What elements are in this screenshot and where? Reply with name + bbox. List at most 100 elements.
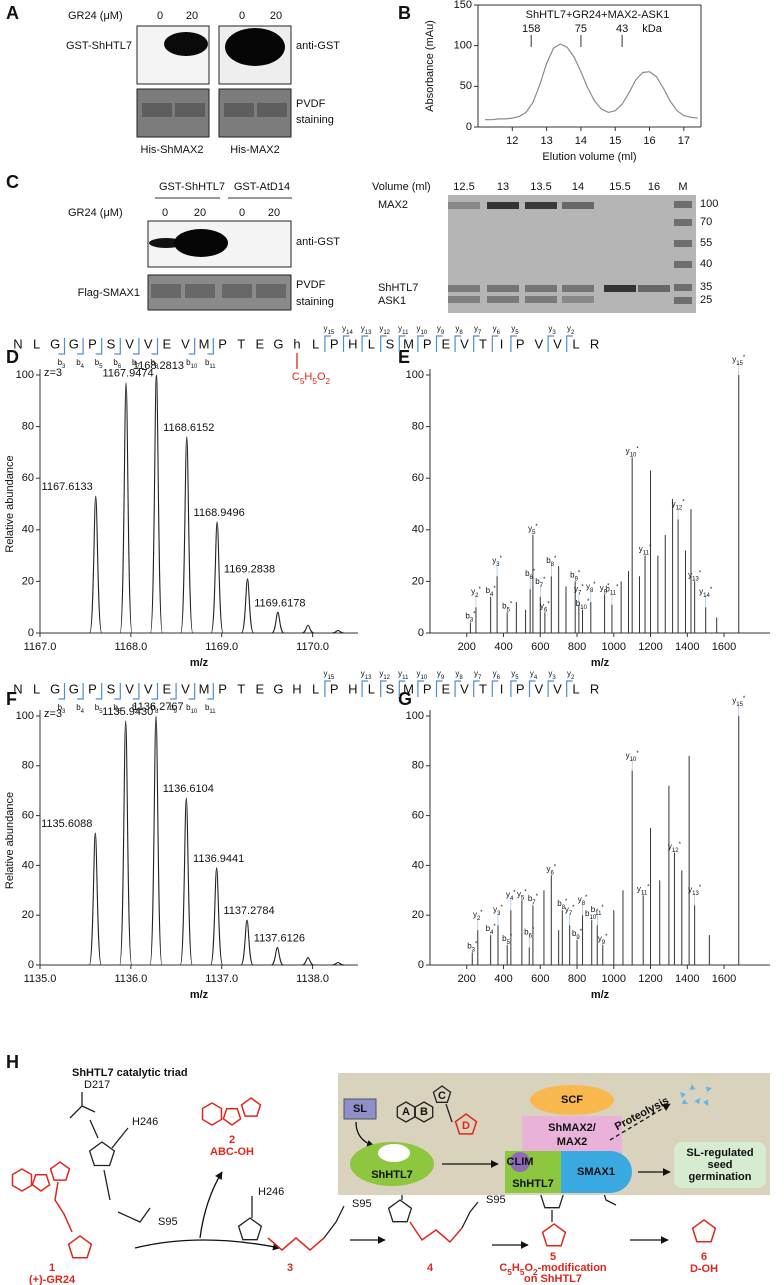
dose-label: 0 — [157, 10, 163, 22]
fragment-label: b9* — [572, 929, 583, 941]
fragment-label: b8* — [557, 899, 568, 911]
y-ion-label: y7 — [474, 324, 482, 335]
stain-label: staining — [296, 114, 334, 126]
y-tick-label: 100 — [16, 369, 34, 381]
peak-label: 1135.9430 — [102, 706, 153, 718]
isotope-peak — [210, 867, 224, 966]
fragment-label: y11* — [637, 884, 650, 896]
residue: L — [368, 681, 375, 696]
b-ion-label: b4 — [76, 358, 84, 369]
lane-label: 13.5 — [530, 181, 551, 193]
residue: L — [572, 681, 579, 696]
signal-box — [343, 1098, 377, 1120]
f-box-label: MAX2 — [557, 1136, 588, 1148]
compound-number: 6 — [701, 1251, 707, 1263]
gel-band — [562, 285, 594, 292]
fragment-label: b11* — [591, 905, 605, 917]
stain-band — [151, 284, 181, 298]
x-tick-label: 1168.0 — [114, 641, 147, 653]
ring-label: C — [438, 1090, 446, 1102]
compound-name: (+)-GR24 — [29, 1274, 76, 1285]
peak-label: 1168.9496 — [194, 507, 245, 519]
residue: L — [572, 336, 579, 351]
fragment-label: y14* — [699, 587, 713, 599]
gel-band — [525, 296, 557, 303]
residue-label: S95 — [158, 1216, 178, 1228]
modification-label: C5H5O2 — [292, 371, 331, 386]
y-ion-bracket — [547, 335, 555, 352]
y-tick-label: 20 — [412, 575, 424, 587]
blot-signal — [174, 229, 228, 257]
y-ion-label: y9 — [437, 669, 445, 680]
residue: G — [50, 336, 60, 351]
residue: P — [423, 681, 432, 696]
ring — [67, 1235, 93, 1259]
b-ion-bracket — [114, 338, 121, 355]
compound-name: on ShHTL7 — [524, 1273, 582, 1285]
y-ion-label: y3 — [548, 669, 556, 680]
fragment-label: b7* — [528, 894, 539, 906]
fragment-label: b4* — [486, 585, 497, 597]
x-tick-label: 1169.0 — [205, 641, 238, 653]
x-tick-label: 1135.0 — [24, 973, 57, 985]
bond — [134, 1239, 281, 1251]
y-ion-bracket — [491, 680, 499, 697]
dose-label: 0 — [239, 207, 245, 219]
stain-band — [185, 284, 215, 298]
peak-label: 1169.2838 — [224, 564, 275, 576]
x-tick-label: 800 — [568, 973, 586, 985]
fragment-label: b5* — [502, 601, 513, 613]
x-tick-label: 600 — [531, 641, 549, 653]
residue: L — [33, 336, 40, 351]
peak-label: 1136.2767 — [132, 701, 183, 713]
fragment — [703, 1099, 709, 1106]
compound-name: ABC-OH — [210, 1146, 254, 1158]
y-ion-label: y12 — [379, 324, 390, 335]
isotope-peak — [89, 495, 103, 634]
x-tick-label: 17 — [678, 135, 690, 147]
gel-band — [487, 285, 519, 292]
gel-band — [638, 285, 670, 292]
ring — [691, 1219, 717, 1243]
fragment-label: b4* — [486, 924, 497, 936]
compound-name: D-OH — [690, 1263, 718, 1275]
fragment-label: y15* — [732, 696, 746, 708]
elution-curve — [484, 43, 698, 121]
signal-label: SL — [353, 1103, 367, 1115]
y-tick-label: 100 — [406, 369, 424, 381]
fragment-label: y5* — [517, 889, 527, 901]
fragment-label: y10* — [626, 750, 640, 762]
residue: G — [273, 681, 283, 696]
chart-title: ShHTL7+GR24+MAX2-ASK1 — [526, 9, 670, 21]
y-ion-bracket — [566, 335, 573, 352]
y-ion-bracket — [398, 680, 406, 697]
b-ion-label: b3 — [58, 703, 66, 714]
fragment-label: y8* — [578, 895, 588, 907]
bond — [445, 1103, 453, 1123]
size-marker-label: 158 — [522, 23, 540, 35]
target-label: GST-ShHTL7 — [66, 40, 132, 52]
y-tick-label: 0 — [466, 121, 472, 133]
isotope-peak — [331, 629, 345, 634]
peak-label: 1136.6104 — [163, 783, 214, 795]
peak-label: 1168.2813 — [133, 360, 184, 372]
y-ion-label: y11 — [398, 324, 409, 335]
b-ion-label: b11 — [205, 703, 216, 714]
peak-label: 1169.6178 — [254, 597, 305, 609]
residue-label: S95 — [352, 1198, 372, 1210]
scf-label: SCF — [561, 1094, 583, 1106]
y-tick-label: 100 — [454, 40, 472, 52]
residue: S — [107, 681, 116, 696]
fragment-label: b11* — [605, 584, 619, 596]
size-marker-label: 75 — [575, 23, 587, 35]
y-tick-label: 60 — [22, 472, 34, 484]
y-tick-label: 0 — [418, 627, 424, 639]
y-ion-bracket — [361, 680, 369, 697]
residue: V — [181, 681, 190, 696]
residue: I — [500, 681, 504, 696]
x-tick-label: 1400 — [675, 641, 699, 653]
fragment-label: b10* — [576, 598, 590, 610]
gel-band — [448, 285, 480, 292]
peak-label: 1167.9474 — [102, 368, 153, 380]
fragment-label: y11* — [639, 544, 652, 556]
